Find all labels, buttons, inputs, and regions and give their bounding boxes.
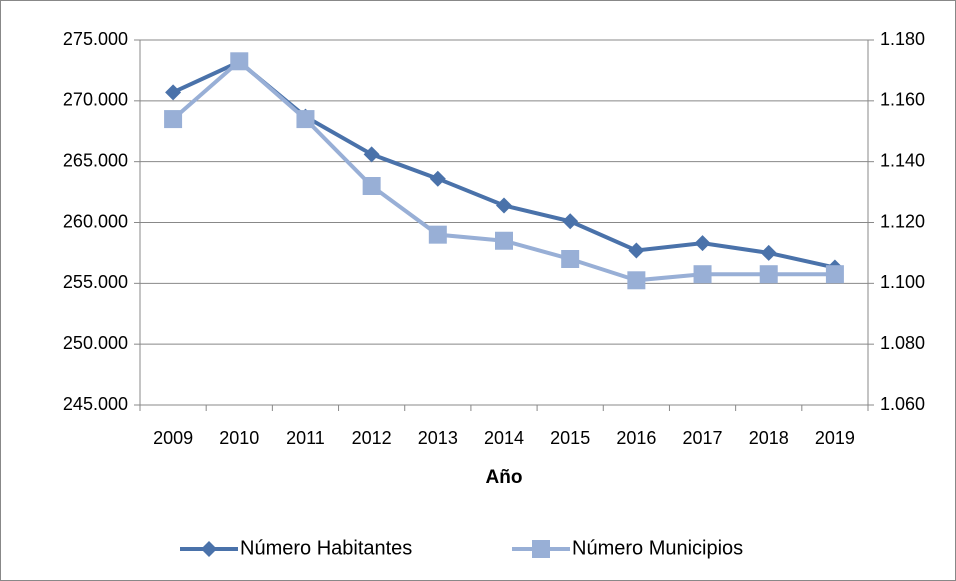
x-tick-label: 2017 — [683, 428, 723, 448]
x-tick-label: 2013 — [418, 428, 458, 448]
y2-tick-label: 1.140 — [880, 150, 925, 170]
point — [165, 84, 182, 101]
x-tick-label: 2016 — [616, 428, 656, 448]
x-tick-label: 2015 — [550, 428, 590, 448]
point — [429, 170, 446, 187]
x-tick-label: 2014 — [484, 428, 524, 448]
x-tick-label: 2011 — [286, 428, 325, 448]
x-axis-label: Año — [486, 467, 523, 488]
point — [627, 271, 646, 290]
point — [562, 213, 579, 230]
x-tick-label: 2018 — [749, 428, 789, 448]
point — [230, 52, 249, 71]
point — [694, 235, 711, 252]
legend-label: Número Habitantes — [240, 537, 412, 559]
point — [362, 177, 381, 195]
point — [693, 265, 712, 284]
x-tick-label: 2009 — [153, 428, 193, 448]
y2-tick-label: 1.160 — [880, 90, 925, 110]
y2-tick-label: 1.060 — [880, 394, 925, 414]
y-tick-label: 270.000 — [63, 90, 128, 110]
point — [825, 265, 844, 284]
y2-tick-label: 1.080 — [880, 333, 925, 353]
point — [759, 265, 778, 284]
point — [495, 231, 513, 250]
x-tick-label: 2019 — [815, 428, 855, 448]
legend-marker — [201, 541, 217, 557]
y-tick-label: 260.000 — [63, 211, 128, 231]
y2-tick-label: 1.120 — [880, 211, 925, 231]
x-tick-label: 2010 — [219, 428, 259, 448]
point — [363, 146, 380, 163]
point — [428, 225, 447, 244]
y-tick-label: 265.000 — [63, 150, 128, 170]
y-tick-label: 275.000 — [63, 29, 128, 49]
x-tick-label: 2012 — [352, 428, 392, 448]
y2-tick-label: 1.180 — [880, 29, 925, 49]
legend-label: Número Municipios — [572, 537, 743, 559]
point — [561, 250, 580, 268]
point — [496, 197, 512, 214]
point — [164, 110, 183, 129]
legend-marker — [532, 540, 550, 558]
y-tick-label: 250.000 — [63, 333, 128, 353]
y2-tick-label: 1.100 — [880, 272, 925, 292]
y-tick-label: 255.000 — [63, 272, 128, 292]
point — [628, 242, 645, 259]
point — [760, 244, 777, 261]
point — [296, 110, 315, 129]
y-tick-label: 245.000 — [63, 394, 128, 414]
